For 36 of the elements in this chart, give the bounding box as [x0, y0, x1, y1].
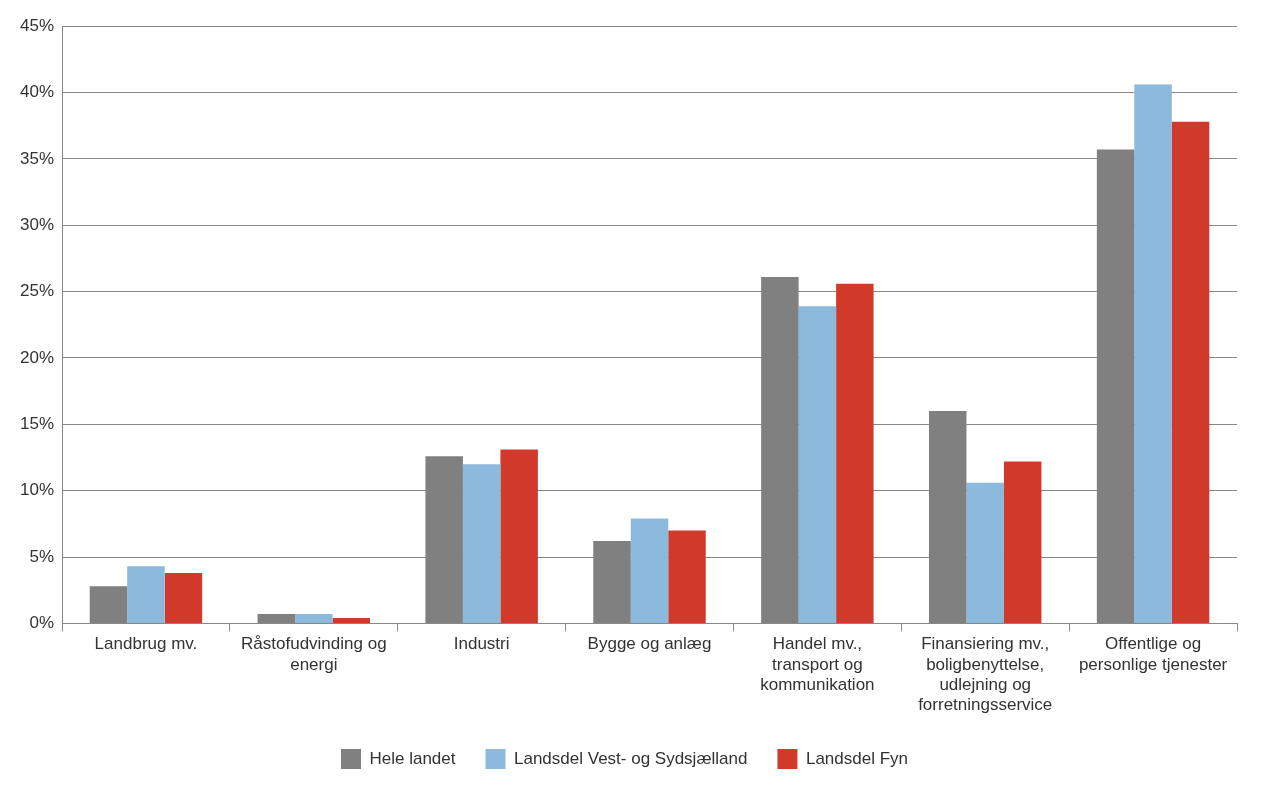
bar	[462, 464, 501, 623]
bar	[257, 614, 296, 623]
bar	[630, 518, 669, 623]
y-tick-label: 10%	[19, 480, 55, 500]
bar	[332, 618, 371, 623]
bar	[966, 482, 1004, 623]
y-tick-label: 30%	[19, 214, 55, 234]
x-tick-label: Finansiering mv., boligbenyttelse, udlejning og forretningsservice	[918, 634, 1053, 715]
y-tick-label: 40%	[19, 82, 55, 102]
y-tick-label: 35%	[19, 148, 55, 168]
x-tick-label: Handel mv., transport og kommunikation	[760, 634, 875, 695]
x-tick-label: Offentlige og personlige tjenester	[1078, 634, 1228, 674]
bar	[1134, 84, 1172, 623]
bar	[295, 614, 333, 623]
y-tick-label: 0%	[29, 613, 55, 633]
legend-label: Hele landet	[369, 748, 456, 768]
bar	[164, 572, 203, 623]
legend-label: Landsdel Vest- og Sydsjælland	[514, 748, 748, 768]
y-tick-label: 5%	[29, 546, 55, 566]
y-tick-label: 20%	[19, 347, 55, 367]
x-tick-label: Landbrug mv.	[94, 634, 198, 654]
bar	[500, 449, 538, 623]
bar	[798, 306, 837, 623]
bar	[1003, 461, 1042, 623]
x-tick-label: Industri	[453, 634, 510, 654]
bar	[1171, 121, 1210, 623]
y-tick-label: 25%	[19, 281, 55, 301]
y-tick-label: 45%	[19, 15, 55, 35]
bar	[836, 283, 874, 623]
bar	[127, 566, 165, 623]
y-tick-label: 15%	[19, 414, 55, 434]
bar	[668, 530, 706, 623]
x-tick-label: Bygge og anlæg	[587, 634, 712, 654]
legend-label: Landsdel Fyn	[805, 748, 909, 768]
bar	[89, 586, 128, 623]
x-tick-label: Råstofudvinding og energi	[241, 634, 387, 674]
